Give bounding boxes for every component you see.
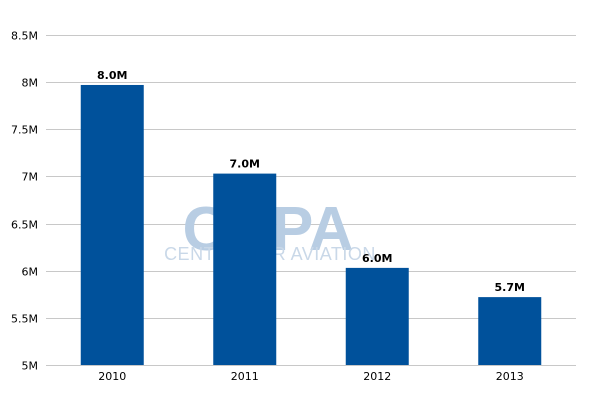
bar-2013	[478, 297, 542, 365]
x-tick-label: 2013	[496, 370, 524, 383]
x-tick-label: 2011	[231, 370, 259, 383]
x-tick-label: 2012	[363, 370, 391, 383]
y-tick-label: 7.5M	[11, 124, 38, 137]
data-labels: 8.0M 7.0M 6.0M 5.7M	[97, 69, 525, 294]
y-tick-label: 8M	[22, 77, 39, 90]
y-tick-label: 6.5M	[11, 219, 38, 232]
y-tick-label: 7M	[22, 171, 39, 184]
bar-2011	[213, 173, 277, 365]
data-label-2013: 5.7M	[495, 281, 525, 294]
bars	[80, 84, 542, 365]
x-axis-tick-labels: 2010 2011 2012 2013	[98, 370, 524, 383]
y-tick-label: 8.5M	[11, 30, 38, 43]
x-tick-label: 2010	[98, 370, 126, 383]
data-label-2012: 6.0M	[362, 252, 392, 265]
y-tick-label: 6M	[22, 266, 39, 279]
y-tick-label: 5.5M	[11, 313, 38, 326]
y-axis-tick-labels: 5M 5.5M 6M 6.5M 7M 7.5M 8M 8.5M	[11, 30, 38, 373]
bar-2012	[345, 267, 409, 365]
data-label-2011: 7.0M	[230, 158, 260, 171]
bar-2010	[80, 84, 144, 365]
y-tick-label: 5M	[22, 360, 39, 373]
data-label-2010: 8.0M	[97, 69, 127, 82]
